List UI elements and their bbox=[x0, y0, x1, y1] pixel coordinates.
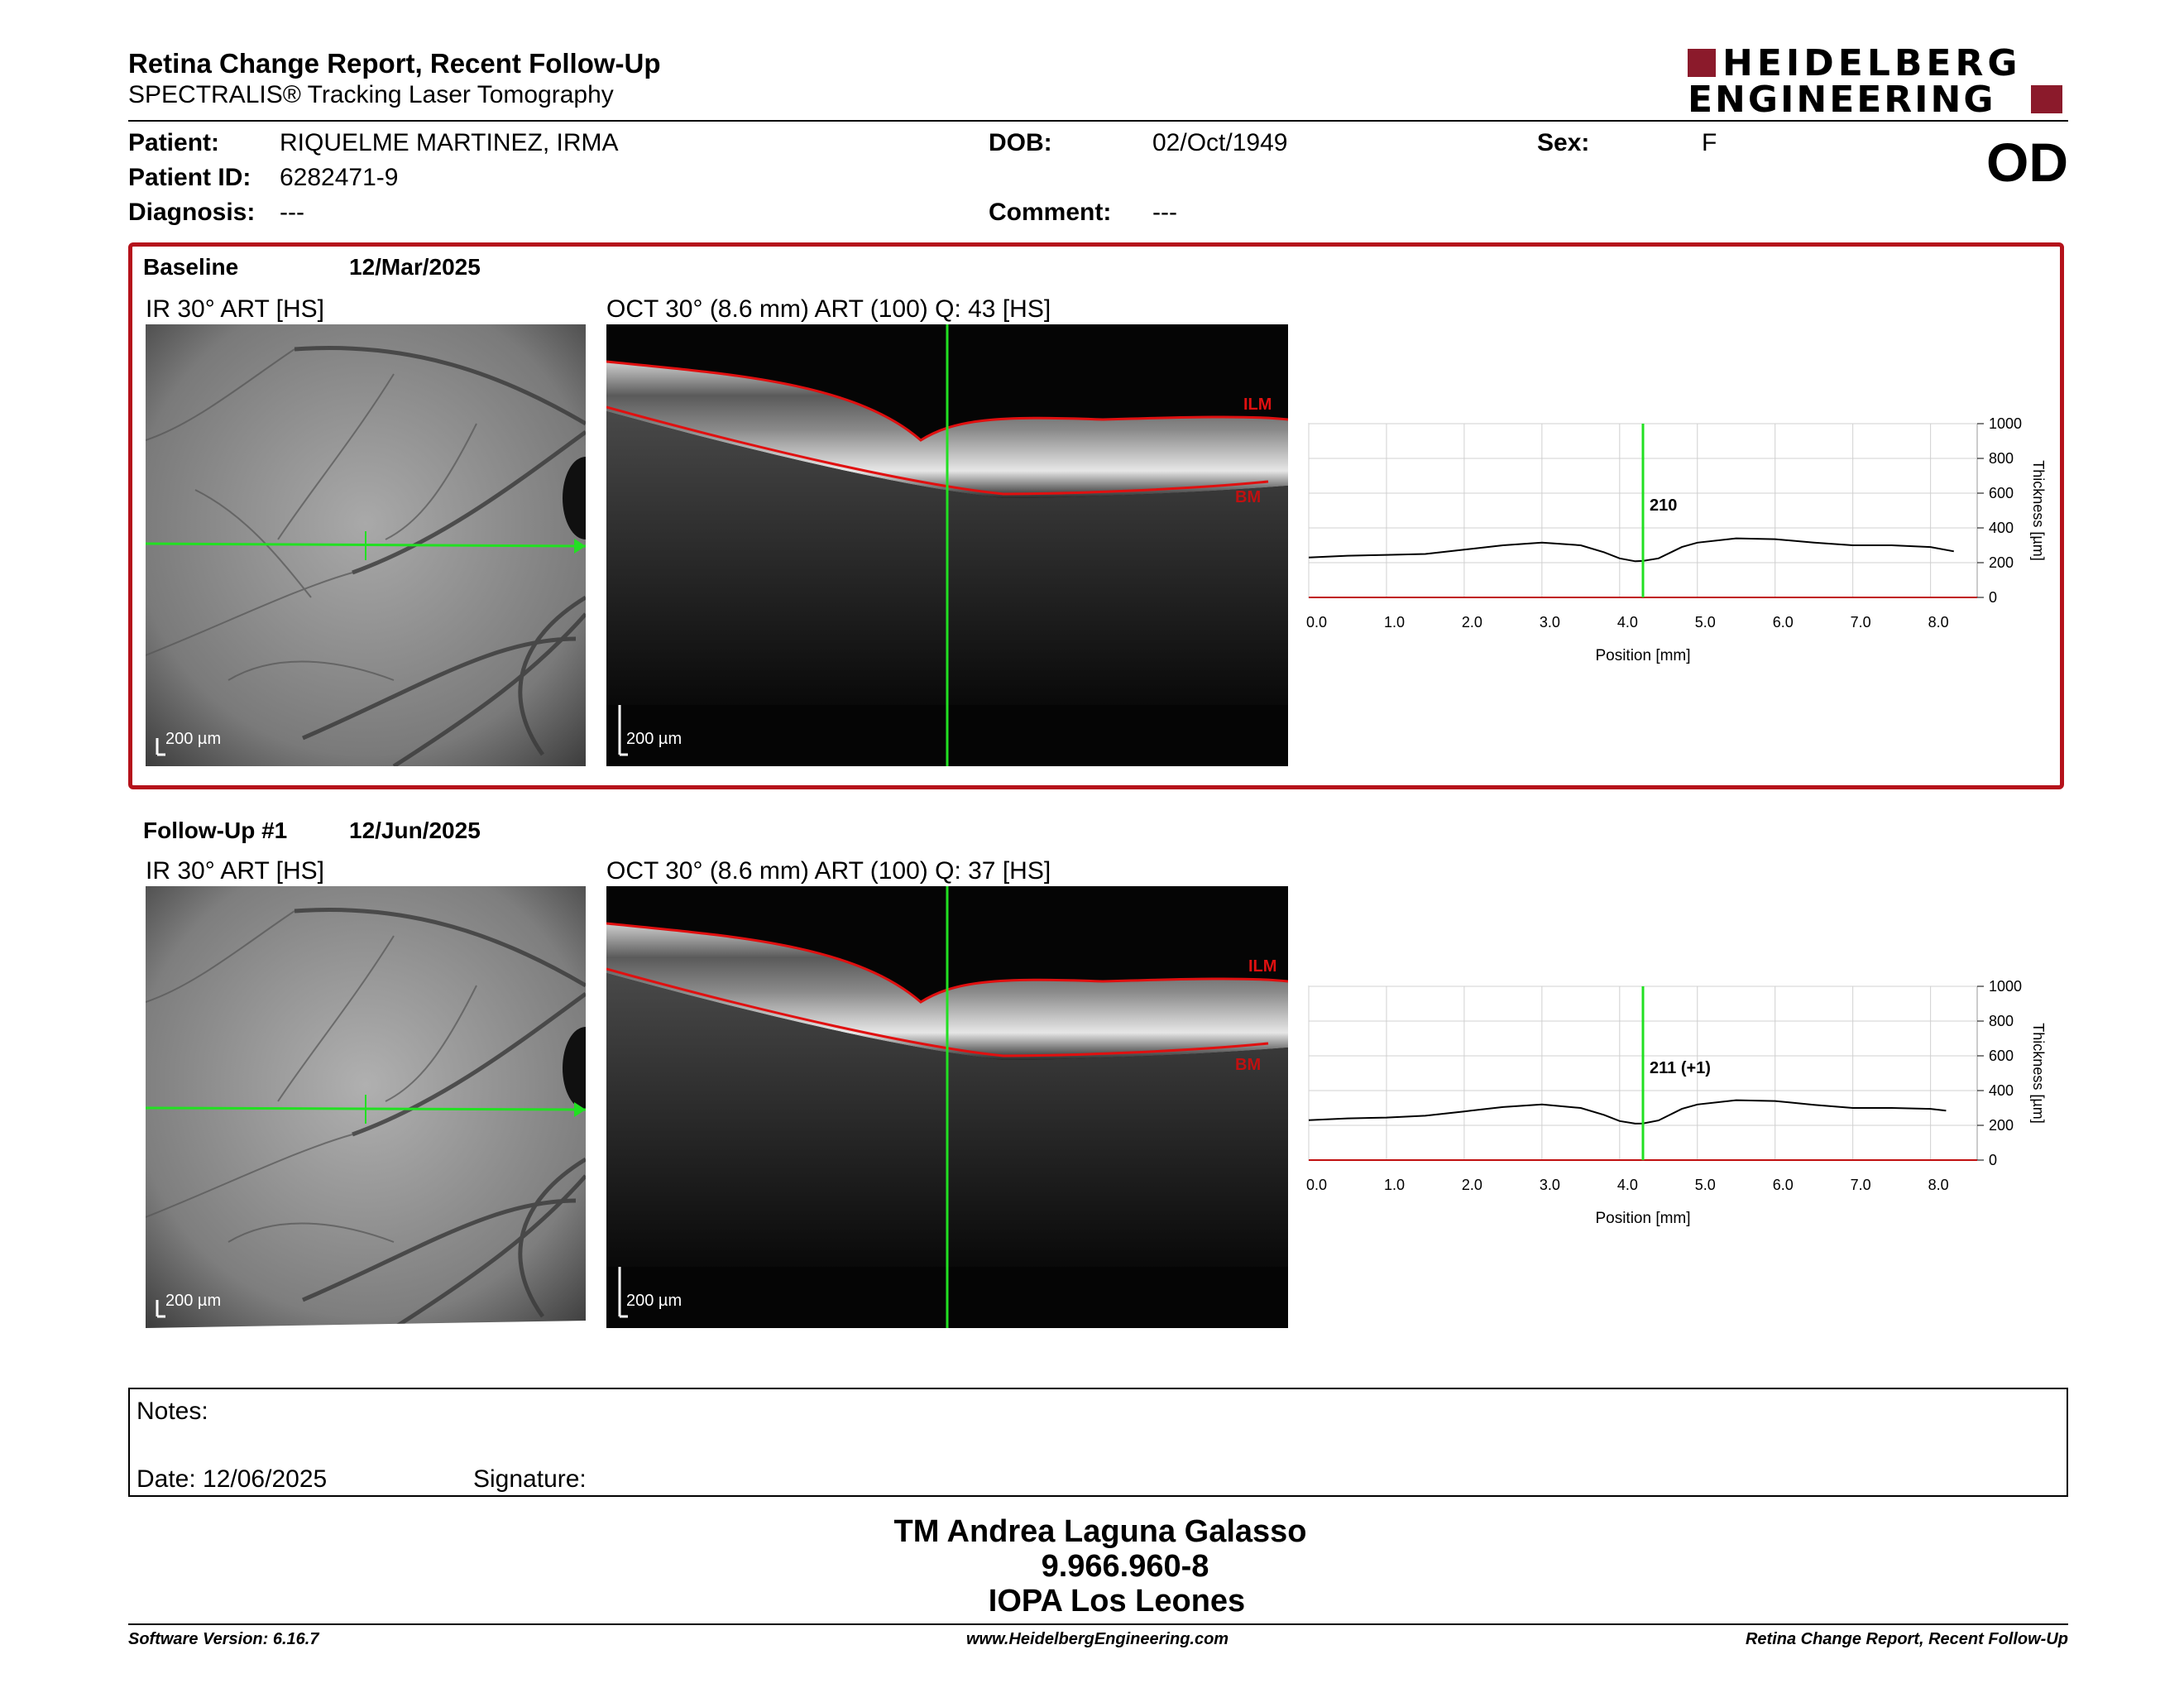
y-tick-label: 0 bbox=[1989, 1152, 1997, 1168]
y-tick-label: 0 bbox=[1989, 589, 1997, 606]
y-tick-label: 400 bbox=[1989, 1082, 2014, 1099]
x-tick-label: 2.0 bbox=[1462, 1177, 1482, 1193]
x-tick-label: 0.0 bbox=[1306, 1177, 1327, 1193]
patient-id-label: Patient ID: bbox=[128, 164, 251, 191]
x-axis-label: Position [mm] bbox=[1595, 647, 1690, 664]
y-tick-label: 1000 bbox=[1989, 415, 2022, 432]
x-tick-label: 2.0 bbox=[1462, 614, 1482, 631]
x-tick-label: 0.0 bbox=[1306, 614, 1327, 631]
software-version: Software Version: 6.16.7 bbox=[128, 1630, 319, 1648]
baseline-oct-scale: 200 µm bbox=[626, 730, 682, 748]
y-axis-label: Thickness [µm] bbox=[2030, 460, 2047, 560]
x-tick-label: 7.0 bbox=[1851, 1177, 1871, 1193]
x-tick-label: 4.0 bbox=[1617, 614, 1638, 631]
diagnosis-label: Diagnosis: bbox=[128, 199, 256, 226]
x-tick-label: 5.0 bbox=[1695, 1177, 1716, 1193]
x-tick-label: 7.0 bbox=[1851, 614, 1871, 631]
y-tick-label: 600 bbox=[1989, 485, 2014, 501]
x-axis-label: Position [mm] bbox=[1595, 1210, 1690, 1227]
cursor-thickness-label: 210 bbox=[1650, 496, 1677, 515]
followup-ir-label: IR 30° ART [HS] bbox=[146, 857, 324, 885]
thickness-series-line bbox=[1308, 1099, 1947, 1125]
report-title: Retina Change Report, Recent Follow-Up bbox=[128, 48, 661, 79]
y-tick-label: 800 bbox=[1989, 1013, 2014, 1029]
baseline-label: Baseline bbox=[143, 254, 239, 280]
y-axis-label: Thickness [µm] bbox=[2030, 1023, 2047, 1123]
baseline-panel bbox=[128, 242, 2064, 789]
followup-oct-label: OCT 30° (8.6 mm) ART (100) Q: 37 [HS] bbox=[606, 857, 1051, 885]
followup-oct-scale: 200 µm bbox=[626, 1292, 682, 1310]
followup-label: Follow-Up #1 bbox=[143, 818, 288, 843]
logo-line2: ENGINEERING bbox=[1688, 79, 1996, 121]
followup-date: 12/Jun/2025 bbox=[349, 818, 481, 843]
signature-label: Signature: bbox=[473, 1465, 587, 1493]
followup-ir-fundus-image: 200 µm bbox=[146, 886, 586, 1328]
dob-label: DOB: bbox=[989, 129, 1052, 156]
x-tick-label: 4.0 bbox=[1617, 1177, 1638, 1193]
thickness-series-line bbox=[1308, 537, 1954, 563]
notes-label: Notes: bbox=[136, 1398, 208, 1425]
dob-value: 02/Oct/1949 bbox=[1152, 129, 1288, 156]
patient-label: Patient: bbox=[128, 129, 220, 156]
diagnosis-value: --- bbox=[280, 199, 304, 226]
technician-name: TM Andrea Laguna Galasso bbox=[893, 1514, 1307, 1549]
baseline-ir-label: IR 30° ART [HS] bbox=[146, 295, 324, 323]
logo-line1: HEIDELBERG bbox=[1722, 42, 2022, 84]
baseline-ir-fundus-image: 200 µm bbox=[146, 324, 586, 766]
notes-box[interactable]: Notes: Date: 12/06/2025 Signature: bbox=[128, 1388, 2068, 1497]
baseline-oct-bscan: ILM BM 200 µm bbox=[606, 324, 1288, 766]
x-tick-label: 3.0 bbox=[1540, 1177, 1560, 1193]
y-tick-label: 200 bbox=[1989, 1117, 2014, 1134]
baseline-ilm-label: ILM bbox=[1243, 396, 1272, 414]
website-link[interactable]: www.HeidelbergEngineering.com bbox=[966, 1630, 1229, 1648]
followup-bm-label: BM bbox=[1235, 1056, 1261, 1074]
cursor-thickness-label: 211 (+1) bbox=[1650, 1059, 1711, 1077]
comment-label: Comment: bbox=[989, 199, 1112, 226]
x-tick-label: 1.0 bbox=[1384, 614, 1405, 631]
baseline-oct-label: OCT 30° (8.6 mm) ART (100) Q: 43 [HS] bbox=[606, 295, 1051, 323]
y-tick-label: 400 bbox=[1989, 520, 2014, 536]
x-tick-label: 1.0 bbox=[1384, 1177, 1405, 1193]
institution-name: IOPA Los Leones bbox=[988, 1584, 1246, 1618]
x-tick-label: 8.0 bbox=[1928, 614, 1949, 631]
heidelberg-logo: HEIDELBERG ENGINEERING bbox=[1688, 42, 2068, 121]
patient-name: RIQUELME MARTINEZ, IRMA bbox=[280, 129, 619, 156]
x-tick-label: 5.0 bbox=[1695, 614, 1716, 631]
sex-label: Sex: bbox=[1537, 129, 1590, 156]
technician-id: 9.966.960-8 bbox=[1041, 1549, 1209, 1584]
eye-indicator: OD bbox=[1986, 132, 2068, 193]
x-tick-label: 8.0 bbox=[1928, 1177, 1949, 1193]
notes-date: Date: 12/06/2025 bbox=[136, 1465, 328, 1493]
baseline-thickness-chart: 0.0 1.0 2.0 3.0 4.0 5.0 6.0 7.0 8.0 0 200 400 600 800… bbox=[1306, 415, 2047, 664]
sex-value: F bbox=[1702, 129, 1717, 156]
x-tick-label: 3.0 bbox=[1540, 614, 1560, 631]
y-tick-label: 200 bbox=[1989, 554, 2014, 571]
x-tick-label: 6.0 bbox=[1773, 1177, 1794, 1193]
y-tick-label: 1000 bbox=[1989, 978, 2022, 995]
y-tick-label: 800 bbox=[1989, 450, 2014, 467]
followup-ilm-label: ILM bbox=[1248, 957, 1276, 976]
y-tick-label: 600 bbox=[1989, 1048, 2014, 1064]
baseline-ir-scale: 200 µm bbox=[165, 730, 222, 748]
followup-thickness-chart: 0.0 1.0 2.0 3.0 4.0 5.0 6.0 7.0 8.0 0 200 400 600 800… bbox=[1306, 978, 2047, 1227]
report-subtitle: SPECTRALIS® Tracking Laser Tomography bbox=[128, 81, 614, 108]
comment-value: --- bbox=[1152, 199, 1177, 226]
followup-ir-scale: 200 µm bbox=[165, 1292, 222, 1310]
followup-oct-bscan: ILM BM 200 µm bbox=[606, 886, 1288, 1328]
baseline-bm-label: BM bbox=[1235, 488, 1261, 506]
patient-id: 6282471-9 bbox=[280, 164, 399, 191]
footer-report-name: Retina Change Report, Recent Follow-Up bbox=[1745, 1630, 2068, 1648]
baseline-date: 12/Mar/2025 bbox=[349, 254, 481, 280]
x-tick-label: 6.0 bbox=[1773, 614, 1794, 631]
